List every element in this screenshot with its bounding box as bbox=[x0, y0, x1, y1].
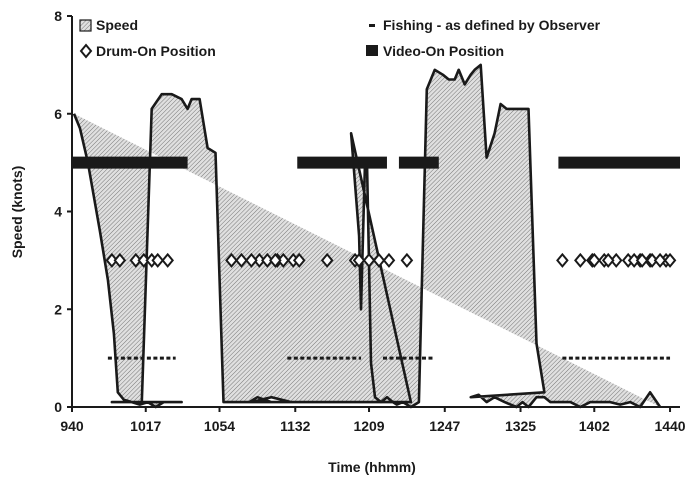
drum-on-marker bbox=[635, 252, 649, 268]
legend-fishing-swatch bbox=[369, 24, 375, 27]
y-axis-ticks: 0 2 4 6 8 bbox=[54, 8, 72, 415]
legend-item-speed: Speed bbox=[79, 17, 138, 33]
drum-on-marker bbox=[137, 252, 151, 268]
drum-on-marker bbox=[352, 252, 366, 268]
legend-drum-swatch bbox=[79, 43, 93, 59]
plot-area bbox=[72, 63, 680, 409]
y-tick-label: 0 bbox=[54, 399, 62, 415]
x-tick-label: 1209 bbox=[353, 418, 384, 434]
speed-area bbox=[74, 64, 661, 408]
x-axis-title: Time (hhmm) bbox=[328, 459, 416, 475]
drum-on-marker bbox=[663, 252, 677, 268]
video-on-bar bbox=[72, 156, 188, 169]
drum-on-marker bbox=[129, 252, 143, 268]
drum-on-series bbox=[105, 252, 677, 268]
drum-on-marker bbox=[113, 252, 127, 268]
drum-on-marker bbox=[382, 252, 396, 268]
drum-on-marker bbox=[235, 252, 248, 268]
y-tick-label: 4 bbox=[54, 204, 62, 220]
video-on-bar bbox=[558, 156, 680, 169]
video-on-bar bbox=[297, 156, 387, 169]
drum-on-marker bbox=[320, 252, 334, 268]
x-tick-label: 1017 bbox=[130, 418, 161, 434]
legend-fishing-label: Fishing - as defined by Observer bbox=[383, 17, 601, 33]
axes: 0 2 4 6 8 940 1017 1054 1132 1209 1247 1325 1402 144… bbox=[54, 8, 686, 434]
legend: Speed Fishing - as defined by Observer D… bbox=[79, 17, 601, 59]
drum-on-marker bbox=[574, 252, 587, 268]
drum-on-marker bbox=[261, 252, 274, 268]
drum-on-marker bbox=[277, 252, 290, 268]
x-tick-label: 1325 bbox=[505, 418, 536, 434]
x-tick-label: 1054 bbox=[204, 418, 235, 434]
drum-on-marker bbox=[245, 252, 258, 268]
drum-on-marker bbox=[587, 252, 601, 268]
x-tick-label: 1132 bbox=[280, 418, 311, 434]
legend-video-label: Video-On Position bbox=[383, 43, 504, 59]
legend-item-drum: Drum-On Position bbox=[79, 43, 216, 59]
speed-series bbox=[72, 63, 662, 409]
drum-on-marker bbox=[161, 252, 174, 268]
y-axis-title: Speed (knots) bbox=[9, 166, 25, 259]
y-tick-label: 8 bbox=[54, 8, 62, 24]
x-tick-label: 1247 bbox=[429, 418, 460, 434]
x-tick-label: 940 bbox=[60, 418, 84, 434]
legend-speed-label: Speed bbox=[96, 17, 138, 33]
legend-item-fishing: Fishing - as defined by Observer bbox=[369, 17, 601, 33]
drum-on-marker bbox=[105, 252, 119, 268]
y-tick-label: 2 bbox=[54, 301, 62, 317]
drum-on-marker bbox=[269, 252, 282, 268]
drum-on-marker bbox=[225, 252, 238, 268]
video-on-bar bbox=[398, 156, 439, 169]
x-tick-label: 1402 bbox=[579, 418, 610, 434]
drum-on-marker bbox=[645, 252, 659, 268]
x-tick-label: 1440 bbox=[654, 418, 685, 434]
drum-on-marker bbox=[609, 252, 623, 268]
legend-speed-swatch bbox=[79, 19, 92, 32]
legend-item-video: Video-On Position bbox=[366, 43, 504, 59]
x-axis-ticks: 940 1017 1054 1132 1209 1247 1325 1402 1440 bbox=[60, 407, 686, 434]
drum-on-marker bbox=[601, 252, 615, 268]
drum-on-marker bbox=[556, 252, 569, 268]
y-tick-label: 6 bbox=[54, 106, 62, 122]
drum-on-marker bbox=[653, 252, 667, 268]
drum-on-marker bbox=[362, 252, 376, 268]
drum-on-marker bbox=[400, 252, 414, 268]
legend-video-swatch bbox=[366, 45, 378, 56]
drum-on-marker bbox=[627, 252, 641, 268]
legend-drum-label: Drum-On Position bbox=[96, 43, 216, 59]
drum-on-marker bbox=[253, 252, 266, 268]
drum-on-marker bbox=[151, 252, 165, 268]
video-series bbox=[72, 156, 680, 169]
drum-on-marker bbox=[292, 252, 306, 268]
drum-on-marker bbox=[372, 252, 386, 268]
